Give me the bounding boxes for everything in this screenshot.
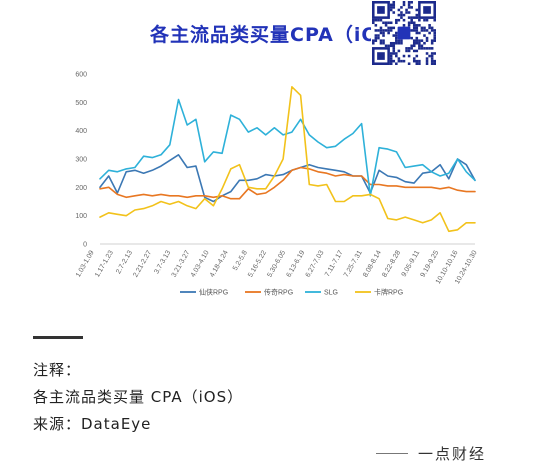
- x-tick-label: 4.18-4.24: [209, 249, 230, 278]
- x-tick-label: 5.30-6.05: [266, 249, 287, 278]
- series-line-2: [99, 98, 476, 197]
- x-tick-label: 9.19-9.25: [420, 249, 441, 278]
- brand-text: 一点财经: [418, 445, 487, 463]
- series-line-3: [99, 86, 476, 233]
- x-tick-label: 5.16-5.22: [247, 249, 268, 278]
- source-text: 来源：DataEye: [33, 415, 152, 433]
- footnote-label: 注释：: [33, 361, 82, 379]
- series-line-1: [99, 166, 476, 200]
- footnote-text: 各主流品类买量 CPA（iOS）: [33, 388, 244, 406]
- y-tick-label: 0: [83, 242, 87, 249]
- x-tick-label: 5.2-5.8: [232, 249, 249, 271]
- chart-title: 各主流品类买量CPA（iOS）: [150, 24, 414, 46]
- legend: 仙侠RPG 传奇RPG SLG 卡牌RPG: [180, 288, 403, 297]
- y-tick-label: 400: [75, 128, 87, 135]
- y-axis-ticks: 0 100 200 300 400 500 600: [75, 72, 87, 249]
- series-line-0: [99, 154, 476, 203]
- x-tick-label: 8.22-8.28: [381, 249, 402, 278]
- x-tick-label: 2.21-2.27: [132, 249, 153, 278]
- y-tick-label: 600: [75, 72, 87, 79]
- x-tick-label: 3.21-3.27: [171, 249, 192, 278]
- legend-label-2: SLG: [324, 290, 338, 297]
- x-tick-label: 7.25-7.31: [343, 249, 364, 278]
- y-tick-label: 300: [75, 157, 87, 164]
- x-tick-label: 1.17-1.23: [94, 249, 115, 278]
- y-tick-label: 500: [75, 100, 87, 107]
- legend-label-0: 仙侠RPG: [199, 288, 228, 297]
- x-tick-label: 8.08-8.14: [362, 249, 383, 278]
- x-tick-label: 2.7-2.13: [115, 249, 134, 275]
- divider: [33, 336, 83, 339]
- x-tick-label: 7.11-7.17: [324, 249, 345, 278]
- brand-rule: [376, 453, 408, 454]
- qr-code[interactable]: [371, 0, 437, 66]
- x-tick-label: 6.13-6.19: [286, 249, 307, 278]
- legend-label-3: 卡牌RPG: [374, 288, 403, 297]
- x-tick-label: 9.05-9.11: [401, 249, 422, 278]
- x-axis-ticks: 1.03-1.091.17-1.23 2.7-2.132.21-2.27 3.7-3…: [75, 249, 479, 285]
- y-tick-label: 100: [75, 213, 87, 220]
- y-tick-label: 200: [75, 185, 87, 192]
- legend-label-1: 传奇RPG: [264, 288, 293, 297]
- series-layer: [99, 86, 476, 233]
- x-tick-label: 3.7-3.13: [153, 249, 172, 275]
- x-tick-label: 4.03-4.10: [190, 249, 211, 278]
- x-tick-label: 6.27-7.03: [305, 249, 326, 278]
- x-tick-label: 1.03-1.09: [75, 249, 96, 278]
